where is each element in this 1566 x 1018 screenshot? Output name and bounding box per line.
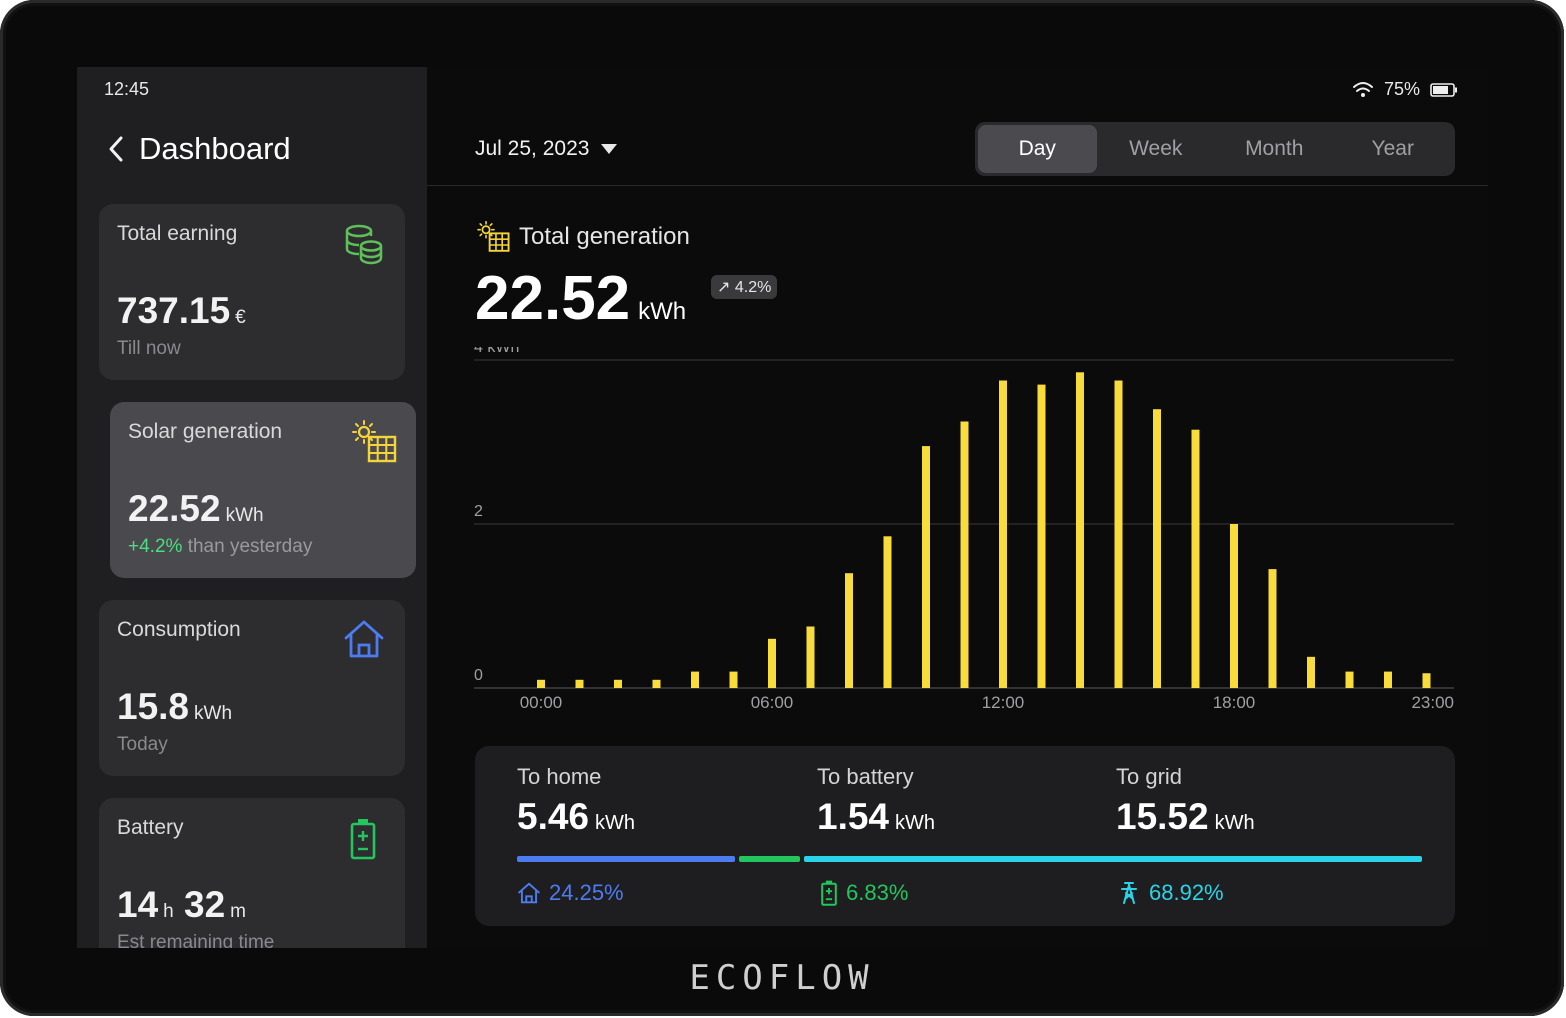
solar-panel-icon [352, 420, 397, 463]
status-time: 12:45 [104, 79, 150, 99]
back-chevron-icon[interactable] [105, 133, 127, 165]
x-tick-label: 00:00 [520, 693, 563, 712]
card-label: Consumption [117, 618, 241, 641]
card-solar-generation[interactable]: Solar generation 22.52 kWh +4.2% than yes… [110, 402, 416, 578]
date-label: Jul 25, 2023 [475, 137, 590, 160]
coins-icon [345, 224, 383, 265]
bar [960, 421, 969, 688]
tab-day[interactable]: Day [978, 125, 1097, 173]
home-icon [344, 620, 384, 658]
distribution-bar [517, 856, 1422, 862]
battery-icon [350, 819, 376, 860]
battery-status-icon [1430, 82, 1457, 97]
solar-panel-icon [477, 221, 510, 252]
bar [729, 671, 738, 688]
brand-logo: ECOFLOW [689, 958, 875, 998]
date-selector[interactable]: Jul 25, 2023 [475, 137, 618, 161]
to-home-percent: 24.25% [517, 880, 624, 906]
to-home-stat: To home 5.46 kWh [517, 764, 636, 837]
card-total-earning[interactable]: Total earning 737.15 € Till now [99, 204, 405, 380]
header-divider [427, 185, 1488, 186]
x-tick-label: 06:00 [751, 693, 794, 712]
to-grid-percent: 68.92% [1117, 880, 1224, 906]
page-title: Dashboard [139, 131, 291, 166]
trend-badge: ↗ 4.2% [711, 275, 778, 299]
y-tick-label: 2 [474, 503, 483, 520]
tab-month[interactable]: Month [1245, 137, 1304, 160]
energy-flow-summary: To home 5.46 kWh To battery 1.54 kWh To gr… [475, 746, 1455, 926]
bar [691, 671, 699, 688]
to-battery-percent: 6.83% [820, 880, 908, 906]
bar [999, 380, 1007, 688]
bar [1268, 569, 1277, 688]
card-sub: +4.2% than yesterday [128, 536, 313, 557]
card-label: Total earning [117, 222, 238, 245]
distribution-segment [803, 856, 1422, 862]
y-tick-label: 0 [474, 667, 483, 684]
card-label: Battery [117, 816, 184, 839]
card-sub: Est remaining time [117, 932, 275, 948]
battery-percent: 75% [1383, 79, 1420, 99]
to-battery-stat: To battery 1.54 kWh [817, 764, 936, 837]
generation-label: Total generation [519, 223, 690, 250]
x-tick-label: 18:00 [1213, 693, 1256, 712]
card-sub: Till now [117, 338, 181, 359]
card-consumption[interactable]: Consumption 15.8 kWh Today [99, 600, 405, 776]
period-tabs: Day Week Month Year [975, 122, 1455, 176]
bar [845, 573, 853, 688]
bar [883, 536, 892, 688]
bar [806, 626, 815, 688]
screen: 12:45 Dashboard Total earning 737.15 € [77, 67, 1488, 948]
bar [768, 638, 776, 688]
distribution-segment [738, 856, 800, 862]
bar [1384, 671, 1392, 688]
card-sub: Today [117, 734, 168, 755]
y-axis-label: 4 kWh [474, 347, 519, 356]
solar-value: 22.52 kWh [128, 488, 264, 529]
generation-chart: 4 kWh 2 0 00:00 06:00 12:00 18:00 23:00 [474, 347, 1454, 712]
bar [1345, 671, 1354, 688]
card-label: Solar generation [128, 420, 283, 443]
bar [614, 679, 622, 688]
bar [1076, 372, 1084, 688]
earning-value: 737.15 € [117, 290, 246, 331]
distribution-segment [517, 856, 735, 862]
power-tower-icon [1121, 882, 1137, 904]
bar [575, 679, 584, 688]
bar [1307, 656, 1315, 688]
wifi-icon [1352, 81, 1373, 97]
x-tick-label: 23:00 [1411, 693, 1454, 712]
bar [1191, 429, 1200, 688]
bar [1153, 409, 1161, 688]
consumption-value: 15.8 kWh [117, 686, 233, 727]
bar [1114, 380, 1123, 688]
tab-week[interactable]: Week [1129, 137, 1183, 160]
bar [922, 446, 930, 688]
main-panel: 75% Jul 25, 2023 Day Week Month Year [427, 67, 1488, 948]
caret-down-icon [601, 144, 618, 154]
status-bar: 75% [1352, 79, 1458, 100]
home-icon [518, 882, 540, 904]
to-grid-stat: To grid 15.52 kWh [1116, 764, 1255, 837]
battery-icon [821, 880, 837, 906]
tab-year[interactable]: Year [1371, 137, 1414, 160]
bar [1422, 673, 1431, 688]
bar [537, 679, 545, 688]
bar [1037, 384, 1046, 688]
trend-up-icon: ↗ [717, 279, 731, 296]
generation-header: Total generation [477, 221, 690, 253]
sidebar: 12:45 Dashboard Total earning 737.15 € [77, 67, 427, 948]
card-battery[interactable]: Battery 14 h 32 m Est remaining time [99, 798, 405, 948]
bar [1230, 524, 1238, 688]
battery-remaining-value: 14 h 32 m [117, 884, 246, 925]
x-tick-label: 12:00 [982, 693, 1025, 712]
generation-value: 22.52 kWh [475, 264, 687, 333]
bar [652, 679, 661, 688]
